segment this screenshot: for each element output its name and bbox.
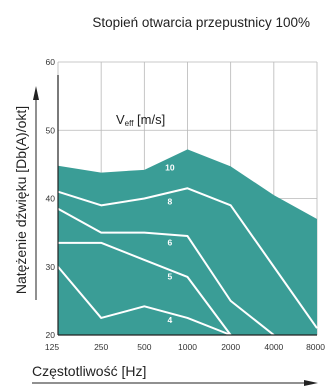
series-label-4: 4 (168, 315, 173, 325)
noise-area (58, 149, 317, 335)
x-tick-label: 500 (137, 342, 151, 352)
y-tick-label: 50 (46, 125, 56, 135)
series-label-6: 6 (168, 237, 173, 247)
veff-annotation: Veff [m/s] (116, 112, 165, 128)
axes (32, 75, 318, 386)
x-axis-label: Częstotliwość [Hz] (32, 363, 146, 379)
chart-title: Stopień otwarcia przepustnicy 100% (92, 15, 310, 30)
series-line-6 (57, 207, 275, 336)
y-tick-label: 20 (46, 330, 56, 340)
y-tick-label: 40 (46, 194, 56, 204)
x-tick-label: 125 (45, 342, 59, 352)
y-tick-label: 30 (46, 262, 56, 272)
x-arrow-head (304, 380, 318, 386)
series-label-5: 5 (168, 271, 173, 281)
x-tick-label: 1000 (178, 342, 197, 352)
series-line-8 (57, 187, 318, 329)
x-tick-label: 250 (94, 342, 108, 352)
x-tick-label: 4000 (264, 342, 283, 352)
series-label-8: 8 (168, 196, 173, 206)
x-tick-labels: 125 250 500 1000 2000 4000 8000 (45, 342, 325, 352)
x-tick-label: 8000 (306, 342, 325, 352)
y-tick-labels: 20 30 40 50 60 (46, 57, 56, 340)
y-tick-label: 60 (46, 57, 56, 67)
area-fill (58, 149, 317, 335)
y-arrow-head (33, 86, 39, 100)
series-lines (57, 187, 318, 336)
y-axis-label: Natężenie dźwięku [Db(A)/okt] (13, 106, 29, 294)
x-tick-label: 2000 (221, 342, 240, 352)
series-line-5 (58, 241, 232, 336)
series-line-4 (57, 266, 232, 336)
series-labels: 10 8 6 5 4 (165, 163, 175, 326)
series-label-10: 10 (165, 163, 175, 173)
